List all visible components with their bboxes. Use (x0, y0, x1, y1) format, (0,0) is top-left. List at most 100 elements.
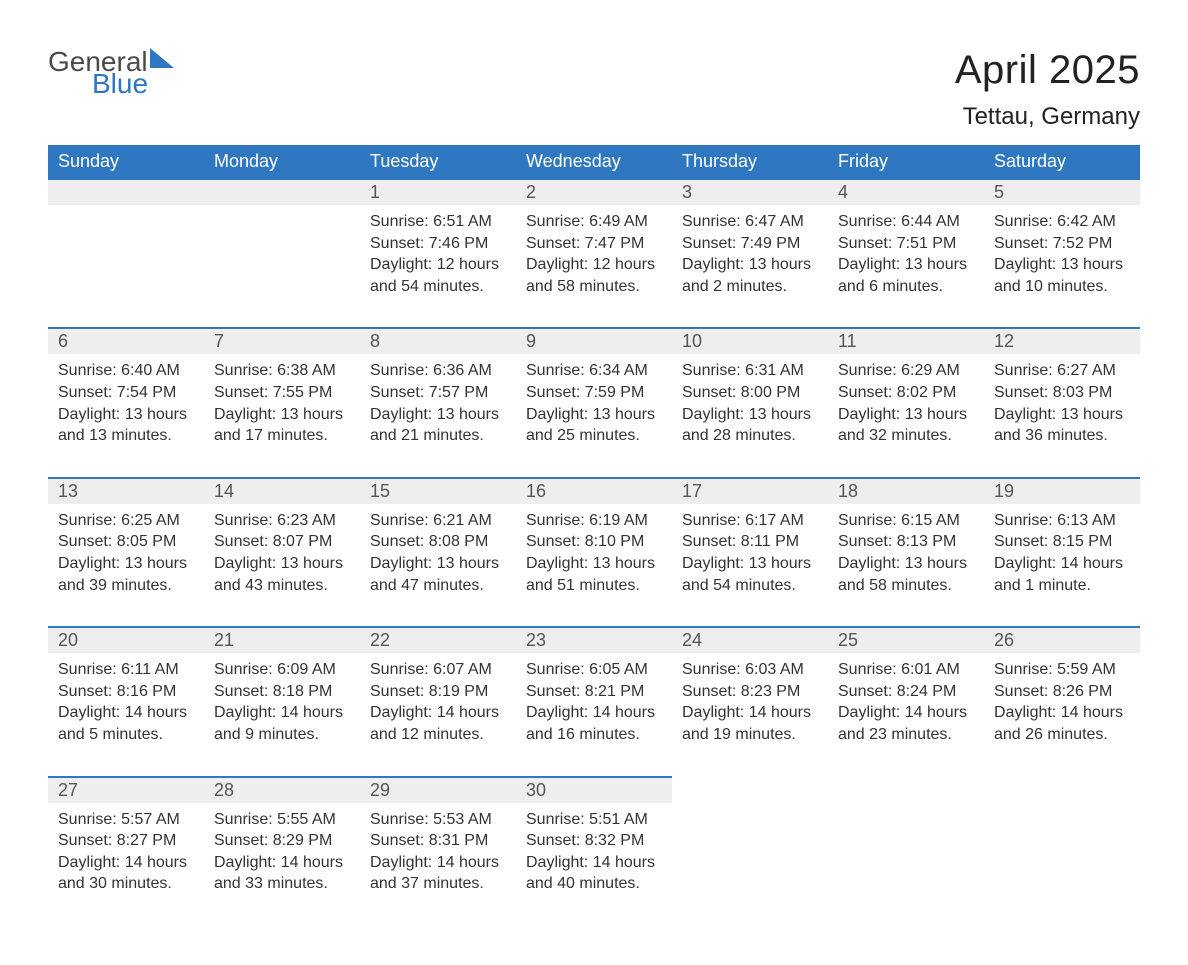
day-content: Sunrise: 6:25 AMSunset: 8:05 PMDaylight:… (48, 504, 204, 626)
sunrise-line: Sunrise: 6:05 AM (526, 659, 662, 681)
calendar-cell: 16Sunrise: 6:19 AMSunset: 8:10 PMDayligh… (516, 478, 672, 627)
day-number: 19 (984, 479, 1140, 504)
calendar-cell: 3Sunrise: 6:47 AMSunset: 7:49 PMDaylight… (672, 179, 828, 328)
sunset-line: Sunset: 8:24 PM (838, 681, 974, 703)
day-number: 6 (48, 329, 204, 354)
location-label: Tettau, Germany (955, 103, 1140, 131)
daylight-line: Daylight: 14 hours and 33 minutes. (214, 852, 350, 895)
daylight-line: Daylight: 12 hours and 54 minutes. (370, 254, 506, 297)
calendar-cell: 22Sunrise: 6:07 AMSunset: 8:19 PMDayligh… (360, 627, 516, 776)
day-content: Sunrise: 6:01 AMSunset: 8:24 PMDaylight:… (828, 653, 984, 775)
day-content: Sunrise: 6:19 AMSunset: 8:10 PMDaylight:… (516, 504, 672, 626)
calendar-week-row: 20Sunrise: 6:11 AMSunset: 8:16 PMDayligh… (48, 627, 1140, 776)
calendar-cell: 8Sunrise: 6:36 AMSunset: 7:57 PMDaylight… (360, 328, 516, 477)
daylight-line: Daylight: 14 hours and 12 minutes. (370, 702, 506, 745)
daylight-line: Daylight: 13 hours and 39 minutes. (58, 553, 194, 596)
day-number: 30 (516, 778, 672, 803)
calendar-cell: 26Sunrise: 5:59 AMSunset: 8:26 PMDayligh… (984, 627, 1140, 776)
sunset-line: Sunset: 8:16 PM (58, 681, 194, 703)
calendar-cell (48, 179, 204, 328)
calendar-cell: 4Sunrise: 6:44 AMSunset: 7:51 PMDaylight… (828, 179, 984, 328)
day-content: Sunrise: 6:40 AMSunset: 7:54 PMDaylight:… (48, 354, 204, 476)
daylight-line: Daylight: 14 hours and 23 minutes. (838, 702, 974, 745)
daylight-line: Daylight: 12 hours and 58 minutes. (526, 254, 662, 297)
sunrise-line: Sunrise: 6:03 AM (682, 659, 818, 681)
sunset-line: Sunset: 8:13 PM (838, 531, 974, 553)
day-number: 7 (204, 329, 360, 354)
sunrise-line: Sunrise: 6:44 AM (838, 211, 974, 233)
sunset-line: Sunset: 7:47 PM (526, 233, 662, 255)
sunrise-line: Sunrise: 6:36 AM (370, 360, 506, 382)
sunrise-line: Sunrise: 6:49 AM (526, 211, 662, 233)
sunset-line: Sunset: 7:59 PM (526, 382, 662, 404)
day-content: Sunrise: 6:11 AMSunset: 8:16 PMDaylight:… (48, 653, 204, 775)
calendar-week-row: 13Sunrise: 6:25 AMSunset: 8:05 PMDayligh… (48, 478, 1140, 627)
day-number: 1 (360, 180, 516, 205)
day-header: Friday (828, 145, 984, 179)
calendar-cell (828, 777, 984, 925)
sunset-line: Sunset: 8:02 PM (838, 382, 974, 404)
sunset-line: Sunset: 8:19 PM (370, 681, 506, 703)
calendar-cell: 11Sunrise: 6:29 AMSunset: 8:02 PMDayligh… (828, 328, 984, 477)
day-content: Sunrise: 6:49 AMSunset: 7:47 PMDaylight:… (516, 205, 672, 327)
sunrise-line: Sunrise: 5:53 AM (370, 809, 506, 831)
daylight-line: Daylight: 13 hours and 28 minutes. (682, 404, 818, 447)
day-content: Sunrise: 5:51 AMSunset: 8:32 PMDaylight:… (516, 803, 672, 925)
day-header: Thursday (672, 145, 828, 179)
sunrise-line: Sunrise: 5:57 AM (58, 809, 194, 831)
daylight-line: Daylight: 13 hours and 32 minutes. (838, 404, 974, 447)
sunset-line: Sunset: 8:27 PM (58, 830, 194, 852)
day-content-empty (828, 802, 984, 912)
day-header: Saturday (984, 145, 1140, 179)
calendar-cell: 12Sunrise: 6:27 AMSunset: 8:03 PMDayligh… (984, 328, 1140, 477)
logo-sail-icon (150, 48, 174, 68)
sunrise-line: Sunrise: 6:40 AM (58, 360, 194, 382)
day-content-empty (984, 802, 1140, 912)
day-number: 27 (48, 778, 204, 803)
day-number: 13 (48, 479, 204, 504)
sunset-line: Sunset: 7:46 PM (370, 233, 506, 255)
calendar-header-row: SundayMondayTuesdayWednesdayThursdayFrid… (48, 145, 1140, 179)
daylight-line: Daylight: 13 hours and 10 minutes. (994, 254, 1130, 297)
logo-text-block: General Blue (48, 48, 174, 98)
day-number-empty (48, 180, 204, 205)
day-content-empty (48, 205, 204, 315)
sunrise-line: Sunrise: 6:15 AM (838, 510, 974, 532)
day-content: Sunrise: 6:17 AMSunset: 8:11 PMDaylight:… (672, 504, 828, 626)
sunrise-line: Sunrise: 6:19 AM (526, 510, 662, 532)
day-content: Sunrise: 6:42 AMSunset: 7:52 PMDaylight:… (984, 205, 1140, 327)
day-number: 4 (828, 180, 984, 205)
title-block: April 2025 Tettau, Germany (955, 48, 1140, 131)
sunrise-line: Sunrise: 5:51 AM (526, 809, 662, 831)
sunset-line: Sunset: 8:10 PM (526, 531, 662, 553)
day-number: 10 (672, 329, 828, 354)
calendar-cell (672, 777, 828, 925)
sunrise-line: Sunrise: 6:47 AM (682, 211, 818, 233)
daylight-line: Daylight: 14 hours and 40 minutes. (526, 852, 662, 895)
day-number-empty (984, 777, 1140, 802)
day-content: Sunrise: 5:57 AMSunset: 8:27 PMDaylight:… (48, 803, 204, 925)
calendar-week-row: 1Sunrise: 6:51 AMSunset: 7:46 PMDaylight… (48, 179, 1140, 328)
day-content: Sunrise: 6:44 AMSunset: 7:51 PMDaylight:… (828, 205, 984, 327)
day-number: 11 (828, 329, 984, 354)
sunrise-line: Sunrise: 6:27 AM (994, 360, 1130, 382)
sunset-line: Sunset: 8:03 PM (994, 382, 1130, 404)
sunset-line: Sunset: 8:21 PM (526, 681, 662, 703)
calendar-cell: 2Sunrise: 6:49 AMSunset: 7:47 PMDaylight… (516, 179, 672, 328)
calendar-cell: 18Sunrise: 6:15 AMSunset: 8:13 PMDayligh… (828, 478, 984, 627)
brand-logo: General Blue (48, 48, 174, 98)
calendar-cell: 23Sunrise: 6:05 AMSunset: 8:21 PMDayligh… (516, 627, 672, 776)
sunset-line: Sunset: 7:55 PM (214, 382, 350, 404)
sunrise-line: Sunrise: 6:38 AM (214, 360, 350, 382)
daylight-line: Daylight: 14 hours and 9 minutes. (214, 702, 350, 745)
calendar-cell: 21Sunrise: 6:09 AMSunset: 8:18 PMDayligh… (204, 627, 360, 776)
day-content: Sunrise: 6:51 AMSunset: 7:46 PMDaylight:… (360, 205, 516, 327)
day-number: 5 (984, 180, 1140, 205)
day-header: Sunday (48, 145, 204, 179)
day-content: Sunrise: 6:38 AMSunset: 7:55 PMDaylight:… (204, 354, 360, 476)
sunset-line: Sunset: 7:57 PM (370, 382, 506, 404)
sunset-line: Sunset: 8:08 PM (370, 531, 506, 553)
day-number: 25 (828, 628, 984, 653)
daylight-line: Daylight: 13 hours and 58 minutes. (838, 553, 974, 596)
calendar-cell: 9Sunrise: 6:34 AMSunset: 7:59 PMDaylight… (516, 328, 672, 477)
